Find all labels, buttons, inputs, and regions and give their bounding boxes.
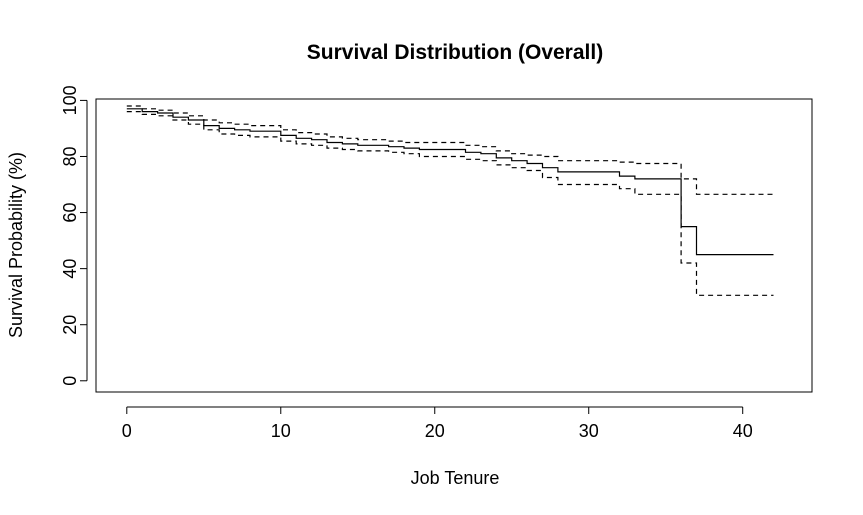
y-axis: 0 20 40 60 80 100 [60,85,88,386]
y-axis-label: Survival Probability (%) [6,152,26,338]
plot-frame [95,98,813,393]
y-tick-label: 80 [60,146,80,166]
y-tick-label: 40 [60,259,80,279]
y-tick-label: 100 [60,85,80,115]
x-axis: 0 10 20 30 40 [122,406,753,441]
x-tick-label: 40 [733,421,753,441]
y-tick-label: 20 [60,315,80,335]
series-layer [126,105,774,296]
x-tick-label: 30 [579,421,599,441]
x-axis-label: Job Tenure [411,468,500,488]
y-tick-label: 60 [60,203,80,223]
x-tick-label: 10 [271,421,291,441]
series-estimate-line [126,108,774,256]
chart-title: Survival Distribution (Overall) [307,41,603,64]
x-tick-label: 0 [122,421,132,441]
series-lower-ci-line [126,111,774,296]
y-tick-label: 0 [60,376,80,386]
x-tick-label: 20 [425,421,445,441]
series-upper-ci-line [126,105,774,195]
